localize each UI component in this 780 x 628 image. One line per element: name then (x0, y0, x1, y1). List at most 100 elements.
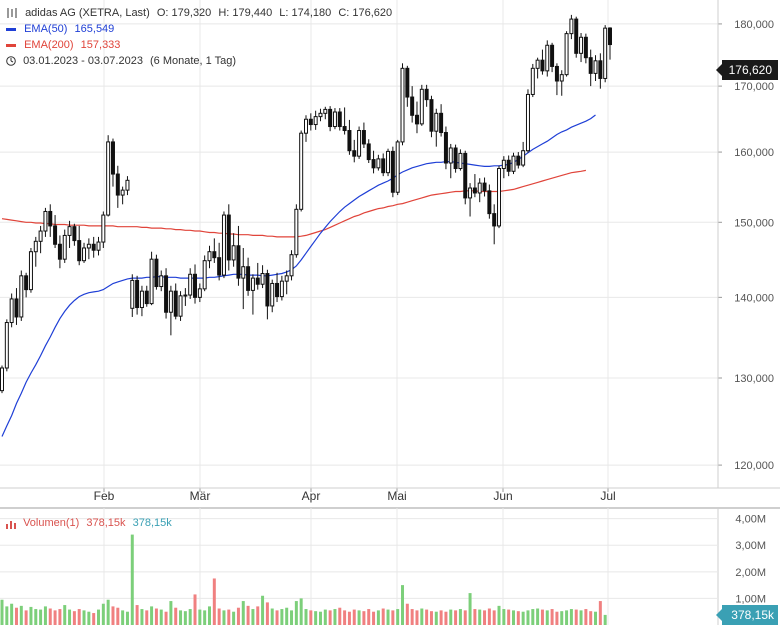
candle-body (82, 247, 87, 262)
candle-body (0, 367, 4, 392)
chart-type-icon[interactable] (6, 8, 18, 19)
x-tick-label: Mär (190, 489, 211, 503)
volume-bar (314, 611, 318, 625)
volume-bar (531, 609, 535, 625)
candle-body (352, 150, 357, 157)
candle-body (308, 118, 313, 126)
y-tick-label: 120,000 (734, 460, 774, 472)
volume-bar (68, 609, 72, 625)
instrument-name: adidas AG (XETRA, Last) (25, 7, 150, 19)
candle-body (231, 245, 236, 261)
candle-body (410, 96, 415, 116)
volume-bar (174, 607, 178, 625)
candle-body (101, 214, 106, 243)
candle-body (487, 190, 492, 215)
volume-bar (241, 601, 245, 625)
candle-body (511, 155, 516, 172)
candle-body (217, 257, 222, 276)
volume-legend: Volumen(1) 378,15k 378,15k (6, 516, 172, 530)
candle-body (574, 18, 579, 54)
candle-body (376, 158, 381, 169)
candle-body (53, 225, 58, 245)
volume-bar (34, 609, 38, 625)
candle-body (173, 290, 178, 317)
candle-body (554, 65, 559, 82)
volume-bar (106, 599, 110, 625)
candle-body (106, 141, 111, 216)
candle-body (381, 158, 386, 174)
volume-bar (203, 610, 207, 625)
candle-body (579, 36, 584, 54)
volume-bar (212, 578, 216, 625)
volume-bar (246, 605, 250, 625)
volume-bar (420, 608, 424, 625)
candle-body (279, 280, 284, 298)
volume-bar (343, 610, 347, 625)
candle-body (183, 294, 188, 297)
y-tick-label: 130,000 (734, 373, 774, 385)
volume-value-teal: 378,15k (132, 517, 172, 529)
candle-body (260, 273, 265, 285)
volume-bar (125, 611, 129, 625)
volume-bar (565, 610, 569, 625)
candle-body (347, 130, 352, 152)
candle-body (332, 111, 337, 128)
volume-bar (150, 606, 154, 625)
last-price-tag: 176,620 (716, 60, 778, 80)
volume-bar (497, 605, 501, 625)
low-label: L: (279, 7, 289, 19)
candle-body (125, 179, 130, 191)
candle-body (477, 182, 482, 194)
candle-body (96, 241, 101, 251)
volume-tag: 378,15k (716, 605, 778, 625)
candle-body (86, 243, 91, 249)
x-tick-label: Jul (600, 489, 615, 503)
close-value: 176,620 (352, 7, 393, 19)
x-tick-label: Jun (493, 489, 512, 503)
candle-body (603, 27, 608, 79)
volume-bar (29, 606, 33, 625)
candle-body (91, 243, 96, 251)
candle-body (178, 295, 183, 317)
candle-body (588, 57, 593, 74)
candle-body (535, 59, 540, 69)
volume-bar (555, 611, 559, 625)
candle-body (323, 108, 328, 114)
candle-body (221, 214, 226, 276)
volume-bar (48, 608, 52, 625)
volume-bar (130, 534, 134, 625)
volume-bar (545, 610, 549, 625)
candle-body (110, 141, 115, 175)
volume-bar (458, 609, 462, 625)
candle-body (361, 130, 366, 145)
volume-bar (347, 611, 351, 625)
volume-bar (280, 609, 284, 625)
volume-bar (483, 610, 487, 625)
volume-bar (63, 605, 67, 625)
volume-bar (569, 609, 573, 625)
candle-body (559, 74, 564, 82)
candle-body (188, 273, 193, 296)
ema50-line (1, 114, 596, 437)
ohlc-legend: adidas AG (XETRA, Last) O: 179,320 H: 17… (6, 6, 392, 20)
volume-bar (72, 611, 76, 625)
volume-tick-label: 3,00M (735, 540, 766, 552)
volume-bar (405, 603, 409, 625)
volume-bar (179, 610, 183, 625)
candle-body (120, 189, 125, 196)
ema50-legend[interactable]: EMA(50) 165,549 (6, 22, 114, 36)
ema50-swatch (6, 27, 16, 31)
volume-panel (0, 508, 780, 625)
volume-bar (574, 609, 578, 625)
volume-bar (217, 608, 221, 625)
y-tick-label: 170,000 (734, 81, 774, 93)
volume-bar (507, 609, 511, 625)
ema200-legend[interactable]: EMA(200) 157,333 (6, 38, 120, 52)
volume-bar (328, 610, 332, 625)
volume-bar (14, 607, 18, 625)
volume-bar (270, 608, 274, 625)
candle-body (135, 279, 140, 309)
volume-label: Volumen(1) (23, 517, 80, 529)
